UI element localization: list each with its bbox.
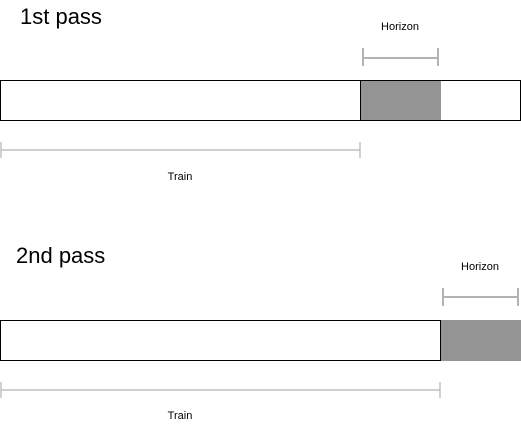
pass-2-train-label: Train (168, 410, 193, 422)
pass-1-train-label: Train (168, 171, 193, 183)
pass-1-train-bracket (0, 142, 361, 158)
pass-1-horizon-bracket (362, 48, 439, 66)
pass-1-timeline-bar (0, 80, 521, 121)
pass-2-horizon-label: Horizon (461, 261, 499, 273)
pass-2-title: 2nd pass (16, 243, 105, 268)
pass-2-train-bracket (0, 382, 441, 398)
pass-2-horizon-bracket (442, 288, 519, 306)
pass-2-group: 2nd pass Horizon Train (0, 243, 521, 422)
pass-1-horizon-segment (361, 81, 441, 120)
pass-1-group: 1st pass Horizon Train (0, 4, 521, 183)
pass-1-horizon-label: Horizon (381, 21, 419, 33)
pass-1-title: 1st pass (20, 4, 102, 29)
pass-2-horizon-segment (441, 320, 521, 361)
